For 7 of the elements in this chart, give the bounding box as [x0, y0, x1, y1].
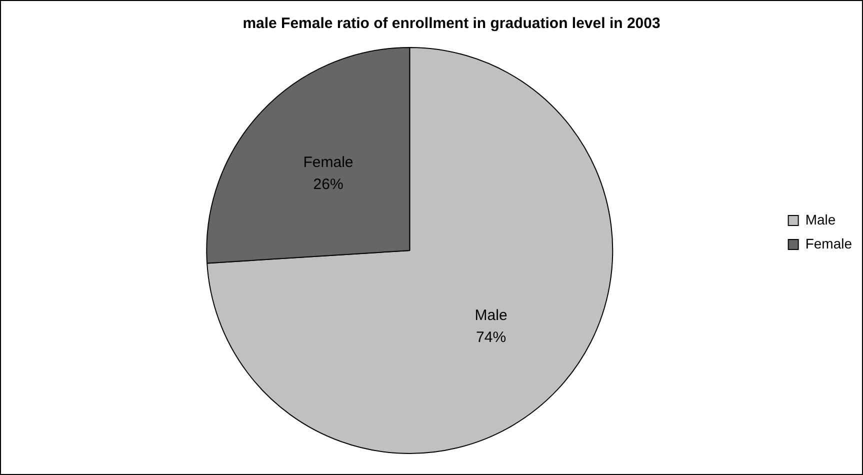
chart-title: male Female ratio of enrollment in graduation level in 2003 — [242, 15, 660, 32]
legend-label: Male — [805, 211, 836, 228]
data-label: 74% — [476, 329, 506, 346]
slice-label: Male — [474, 307, 508, 324]
slice-label: Female — [303, 154, 354, 172]
legend-label: Female — [805, 235, 852, 252]
data-label: 26% — [313, 176, 344, 194]
